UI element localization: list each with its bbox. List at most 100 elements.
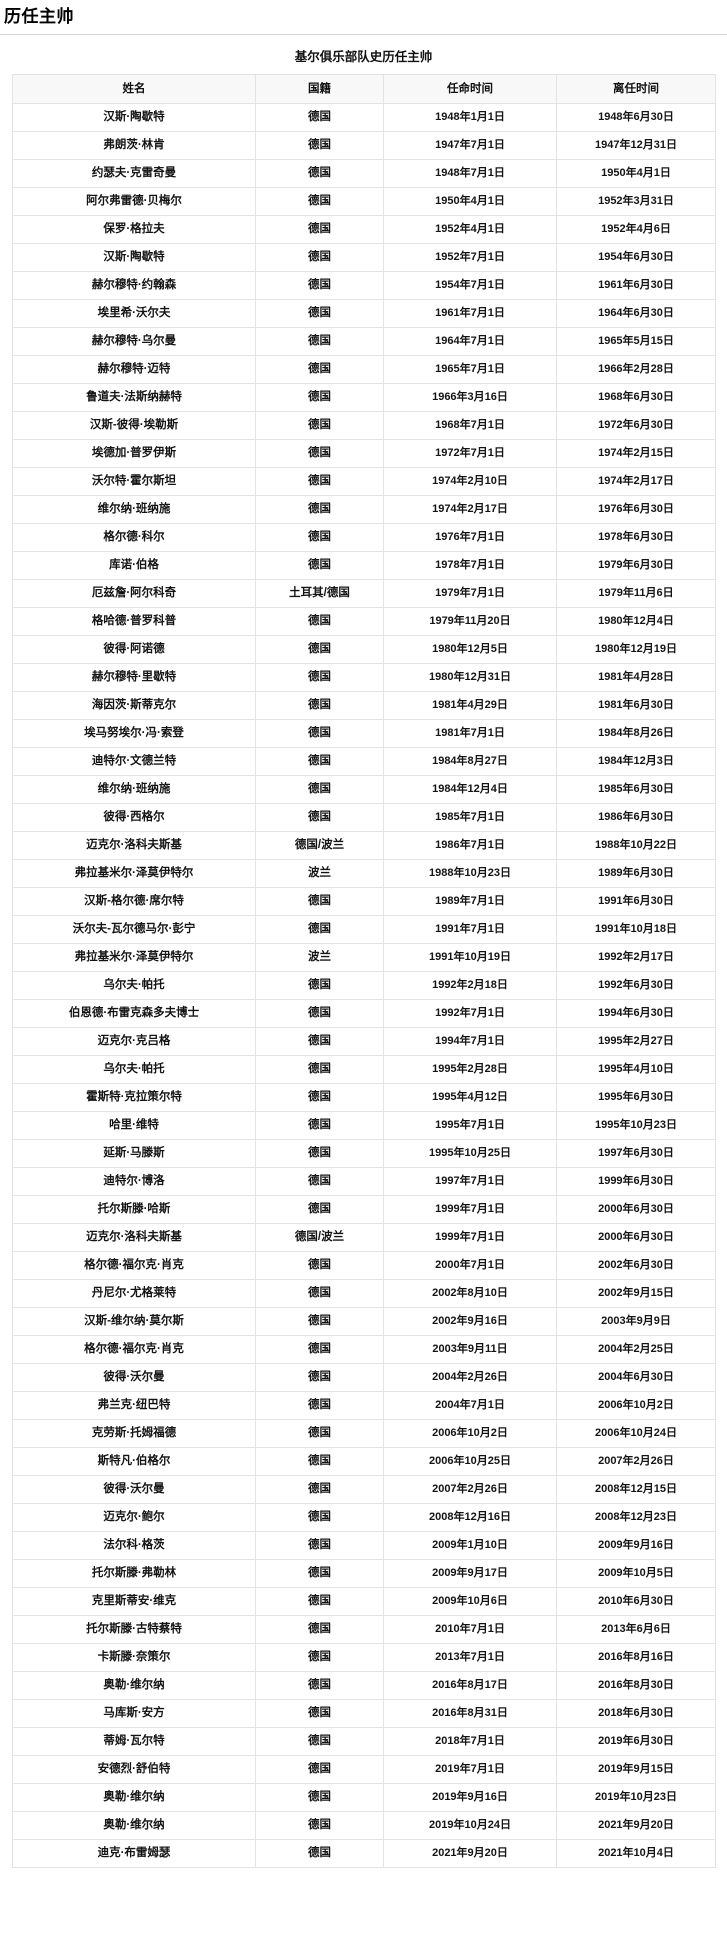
table-row: 托尔斯滕·哈斯 德国 1999年7月1日 2000年6月30日 bbox=[12, 1195, 716, 1224]
cell-appointed-date: 2006年10月25日 bbox=[383, 1447, 557, 1476]
table-container: 姓名 国籍 任命时间 离任时间 汉斯·陶歇特 德国 1948年1月1日 1948年6月… bbox=[0, 74, 727, 1878]
cell-nationality: 德国 bbox=[255, 1587, 384, 1616]
cell-left-date: 2002年9月15日 bbox=[556, 1279, 716, 1308]
cell-left-date: 1954年6月30日 bbox=[556, 243, 716, 272]
cell-left-date: 1979年11月6日 bbox=[556, 579, 716, 608]
cell-left-date: 1997年6月30日 bbox=[556, 1139, 716, 1168]
table-row: 彼得·沃尔曼 德国 2004年2月26日 2004年6月30日 bbox=[12, 1363, 716, 1392]
cell-name: 卡斯滕·奈策尔 bbox=[12, 1643, 256, 1672]
cell-name: 维尔纳·班纳施 bbox=[12, 775, 256, 804]
cell-left-date: 2007年2月26日 bbox=[556, 1447, 716, 1476]
cell-nationality: 德国 bbox=[255, 747, 384, 776]
cell-name: 哈里·维特 bbox=[12, 1111, 256, 1140]
cell-left-date: 1989年6月30日 bbox=[556, 859, 716, 888]
column-header-name: 姓名 bbox=[12, 74, 256, 104]
cell-nationality: 德国/波兰 bbox=[255, 831, 384, 860]
cell-left-date: 1976年6月30日 bbox=[556, 495, 716, 524]
table-row: 弗兰克·纽巴特 德国 2004年7月1日 2006年10月2日 bbox=[12, 1391, 716, 1420]
table-row: 霍斯特·克拉策尔特 德国 1995年4月12日 1995年6月30日 bbox=[12, 1083, 716, 1112]
cell-nationality: 德国 bbox=[255, 719, 384, 748]
cell-nationality: 德国 bbox=[255, 663, 384, 692]
cell-nationality: 德国 bbox=[255, 1363, 384, 1392]
table-row: 厄兹詹·阿尔科奇 土耳其/德国 1979年7月1日 1979年11月6日 bbox=[12, 579, 716, 608]
cell-left-date: 2013年6月6日 bbox=[556, 1615, 716, 1644]
table-row: 格尔德·福尔克·肖克 德国 2000年7月1日 2002年6月30日 bbox=[12, 1251, 716, 1280]
table-row: 奥勒·维尔纳 德国 2019年10月24日 2021年9月20日 bbox=[12, 1811, 716, 1840]
page-root: 历任主帅 基尔俱乐部队史历任主帅 姓名 国籍 任命时间 离任时间 汉斯·陶歇特德… bbox=[0, 7, 727, 1878]
table-row: 鲁道夫·法斯纳赫特 德国 1966年3月16日 1968年6月30日 bbox=[12, 383, 716, 412]
cell-nationality: 德国 bbox=[255, 1027, 384, 1056]
table-row: 库诺·伯格 德国 1978年7月1日 1979年6月30日 bbox=[12, 551, 716, 580]
cell-left-date: 2004年6月30日 bbox=[556, 1363, 716, 1392]
table-row: 埃里希·沃尔夫 德国 1961年7月1日 1964年6月30日 bbox=[12, 299, 716, 328]
cell-left-date: 1964年6月30日 bbox=[556, 299, 716, 328]
cell-name: 汉斯·陶歇特 bbox=[12, 243, 256, 272]
cell-left-date: 2018年6月30日 bbox=[556, 1699, 716, 1728]
cell-left-date: 2021年10月4日 bbox=[556, 1839, 716, 1868]
cell-nationality: 德国 bbox=[255, 327, 384, 356]
cell-left-date: 2002年6月30日 bbox=[556, 1251, 716, 1280]
cell-appointed-date: 1981年4月29日 bbox=[383, 691, 557, 720]
cell-nationality: 德国 bbox=[255, 1559, 384, 1588]
cell-nationality: 德国 bbox=[255, 439, 384, 468]
cell-left-date: 1966年2月28日 bbox=[556, 355, 716, 384]
cell-nationality: 德国 bbox=[255, 1783, 384, 1812]
table-row: 弗拉基米尔·泽莫伊特尔 波兰 1988年10月23日 1989年6月30日 bbox=[12, 859, 716, 888]
cell-nationality: 德国 bbox=[255, 551, 384, 580]
cell-name: 库诺·伯格 bbox=[12, 551, 256, 580]
table-row: 格哈德·普罗科普 德国 1979年11月20日 1980年12月4日 bbox=[12, 607, 716, 636]
cell-name: 阿尔弗雷德·贝梅尔 bbox=[12, 187, 256, 216]
cell-nationality: 德国 bbox=[255, 1251, 384, 1280]
cell-name: 格尔德·福尔克·肖克 bbox=[12, 1251, 256, 1280]
cell-nationality: 德国 bbox=[255, 803, 384, 832]
cell-appointed-date: 1981年7月1日 bbox=[383, 719, 557, 748]
table-row: 奥勒·维尔纳 德国 2019年9月16日 2019年10月23日 bbox=[12, 1783, 716, 1812]
table-row: 格尔德·福尔克·肖克 德国 2003年9月11日 2004年2月25日 bbox=[12, 1335, 716, 1364]
cell-name: 马库斯·安方 bbox=[12, 1699, 256, 1728]
cell-left-date: 1950年4月1日 bbox=[556, 159, 716, 188]
table-row: 汉斯-彼得·埃勒斯 德国 1968年7月1日 1972年6月30日 bbox=[12, 411, 716, 440]
cell-appointed-date: 1952年7月1日 bbox=[383, 243, 557, 272]
cell-nationality: 德国 bbox=[255, 271, 384, 300]
cell-name: 延斯·马滕斯 bbox=[12, 1139, 256, 1168]
page-title: 历任主帅 bbox=[4, 7, 74, 26]
table-row: 弗朗茨·林肯 德国 1947年7月1日 1947年12月31日 bbox=[12, 131, 716, 160]
cell-appointed-date: 1952年4月1日 bbox=[383, 215, 557, 244]
cell-nationality: 德国 bbox=[255, 1279, 384, 1308]
cell-name: 蒂姆·瓦尔特 bbox=[12, 1727, 256, 1756]
table-row: 海因茨·斯蒂克尔 德国 1981年4月29日 1981年6月30日 bbox=[12, 691, 716, 720]
table-row: 延斯·马滕斯 德国 1995年10月25日 1997年6月30日 bbox=[12, 1139, 716, 1168]
cell-nationality: 德国 bbox=[255, 1139, 384, 1168]
cell-appointed-date: 2019年7月1日 bbox=[383, 1755, 557, 1784]
cell-left-date: 1995年10月23日 bbox=[556, 1111, 716, 1140]
cell-name: 约瑟夫·克雷奇曼 bbox=[12, 159, 256, 188]
cell-name: 埃德加·普罗伊斯 bbox=[12, 439, 256, 468]
table-row: 迪克·布雷姆瑟 德国 2021年9月20日 2021年10月4日 bbox=[12, 1839, 716, 1868]
cell-name: 托尔斯滕·古特蔡特 bbox=[12, 1615, 256, 1644]
cell-nationality: 德国 bbox=[255, 1755, 384, 1784]
cell-nationality: 德国 bbox=[255, 607, 384, 636]
cell-left-date: 1952年3月31日 bbox=[556, 187, 716, 216]
table-row: 沃尔夫-瓦尔德马尔·彭宁 德国 1991年7月1日 1991年10月18日 bbox=[12, 915, 716, 944]
cell-left-date: 2000年6月30日 bbox=[556, 1223, 716, 1252]
cell-name: 埃马努埃尔·冯·索登 bbox=[12, 719, 256, 748]
cell-name: 迪克·布雷姆瑟 bbox=[12, 1839, 256, 1868]
table-row: 彼得·沃尔曼 德国 2007年2月26日 2008年12月15日 bbox=[12, 1475, 716, 1504]
cell-nationality: 德国 bbox=[255, 215, 384, 244]
cell-appointed-date: 1947年7月1日 bbox=[383, 131, 557, 160]
cell-name: 赫尔穆特·迈特 bbox=[12, 355, 256, 384]
table-row: 丹尼尔·尤格莱特 德国 2002年8月10日 2002年9月15日 bbox=[12, 1279, 716, 1308]
cell-left-date: 1980年12月4日 bbox=[556, 607, 716, 636]
table-body: 汉斯·陶歇特 德国 1948年1月1日 1948年6月30日 弗朗茨·林肯 德国 1947年… bbox=[12, 103, 716, 1868]
cell-name: 格尔德·福尔克·肖克 bbox=[12, 1335, 256, 1364]
table-row: 蒂姆·瓦尔特 德国 2018年7月1日 2019年6月30日 bbox=[12, 1727, 716, 1756]
cell-appointed-date: 1966年3月16日 bbox=[383, 383, 557, 412]
cell-appointed-date: 2006年10月2日 bbox=[383, 1419, 557, 1448]
cell-appointed-date: 1991年10月19日 bbox=[383, 943, 557, 972]
cell-appointed-date: 1995年2月28日 bbox=[383, 1055, 557, 1084]
table-row: 格尔德·科尔 德国 1976年7月1日 1978年6月30日 bbox=[12, 523, 716, 552]
cell-nationality: 德国 bbox=[255, 187, 384, 216]
cell-name: 乌尔夫·帕托 bbox=[12, 1055, 256, 1084]
cell-left-date: 1988年10月22日 bbox=[556, 831, 716, 860]
cell-name: 沃尔特·霍尔斯坦 bbox=[12, 467, 256, 496]
